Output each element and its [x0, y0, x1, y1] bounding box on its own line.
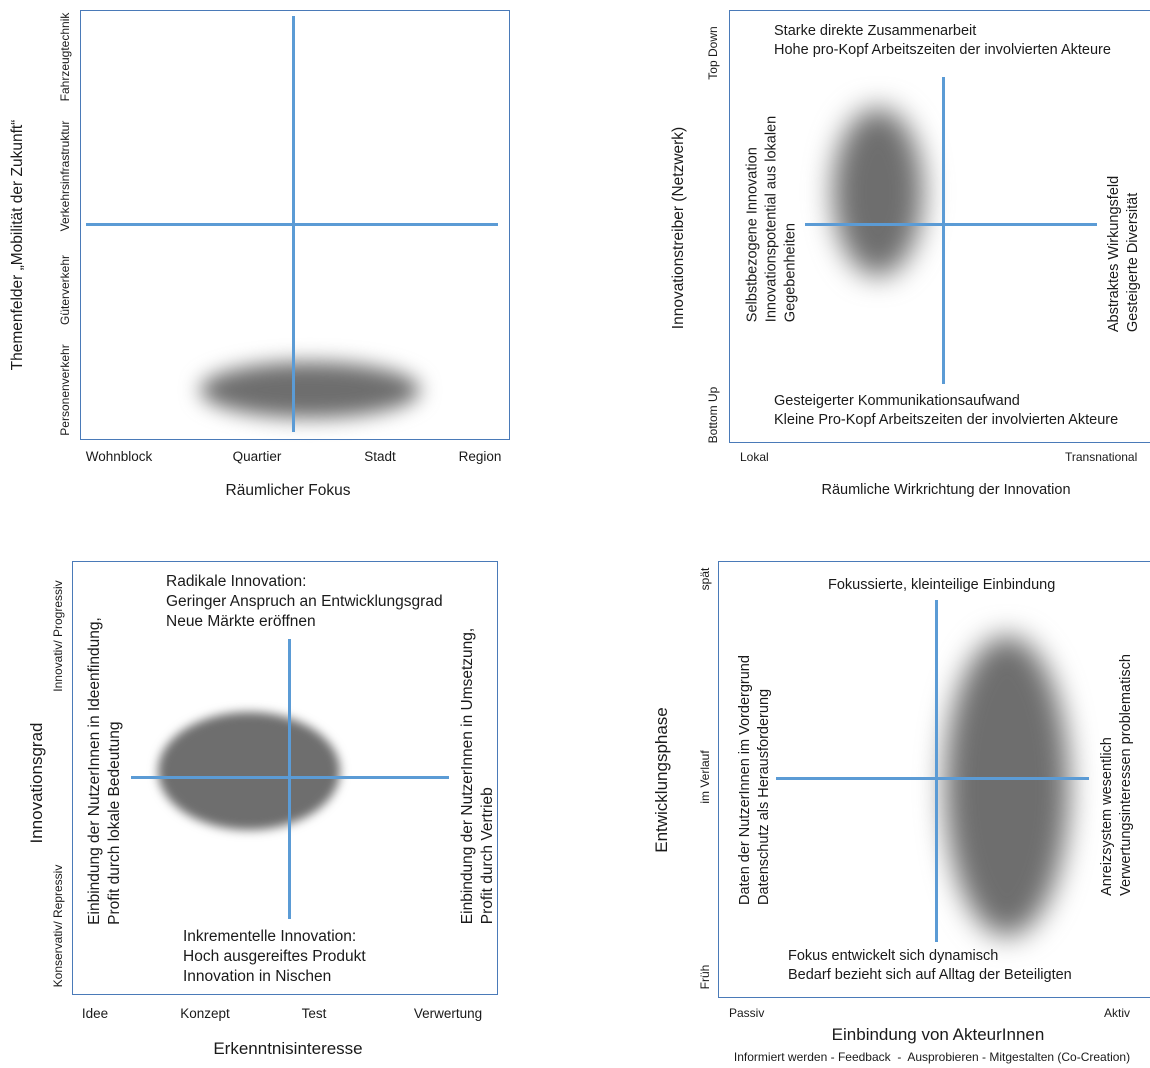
panel-4-bottom-annotation: Fokus entwickelt sich dynamisch Bedarf b… [788, 948, 1072, 983]
panel-1-vertical-axis-line [292, 16, 295, 432]
panel-2-x-axis-title: Räumliche Wirkrichtung der Innovation [821, 482, 1071, 498]
panel-1-focus-blob [200, 362, 420, 418]
panel-3-y-bottom-label: Konservativ/ Repressiv [51, 864, 66, 988]
panel-1-x-category-wohnblock: Wohnblock [85, 449, 153, 464]
panel-4-y-middle-label: im Verlauf [698, 750, 713, 804]
panel-4-vertical-axis-line [935, 600, 938, 942]
panel-3-x-category-konzept: Konzept [180, 1006, 230, 1021]
panel-3-y-axis-title: Innovationsgrad [26, 722, 46, 844]
panel-3-bottom-annotation: Inkrementelle Innovation: Hoch ausgereif… [183, 928, 366, 986]
panel-4-y-bottom-label: Früh [698, 964, 713, 990]
panel-3-left-annotation: Einbindung der NutzerInnen in Ideenfindu… [85, 617, 123, 925]
panel-2-focus-blob [833, 108, 923, 276]
panel-4-top-annotation: Fokussierte, kleinteilige Einbindung [828, 577, 1056, 593]
panel-1-x-axis-title: Räumlicher Fokus [225, 482, 351, 499]
panel-3-x-category-idee: Idee [81, 1006, 109, 1021]
panel-1-y-category-gueterverkehr: Güterverkehr [58, 254, 73, 326]
panel-1-x-category-region: Region [458, 449, 502, 464]
panel-3-focus-blob [158, 712, 340, 830]
panel-1-y-category-verkehrsinfrastruktur: Verkehrsinfrastruktur [58, 120, 73, 232]
panel-1-y-category-personenverkehr: Personenverkehr [58, 344, 73, 436]
panel-2-horizontal-axis-line [805, 223, 1097, 226]
panel-2-frame [729, 10, 1150, 443]
panel-4-left-annotation: Daten der NutzerInnen im Vordergrund Dat… [737, 655, 772, 905]
panel-2-right-annotation: Abstraktes Wirkungsfeld Gesteigerte Dive… [1106, 175, 1141, 333]
panel-4-right-annotation: Anreizsystem wesentlich Verwertungsinter… [1099, 654, 1134, 896]
panel-3-right-annotation: Einbindung der NutzerInnen in Umsetzung,… [458, 627, 496, 925]
panel-1-x-category-quartier: Quartier [232, 449, 282, 464]
panel-2-y-bottom-label: Bottom Up [706, 386, 721, 444]
panel-1-y-category-fahrzeugtechnik: Fahrzeugtechnik [58, 12, 73, 102]
panel-4-x-left-label: Passiv [729, 1006, 765, 1020]
panel-2-bottom-annotation: Gesteigerter Kommunikationsaufwand Klein… [774, 393, 1119, 428]
panel-2-x-left-label: Lokal [740, 450, 769, 464]
panel-4-horizontal-axis-line [776, 777, 1089, 780]
panel-2-y-axis-title: Innovationstreiber (Netzwerk) [669, 126, 687, 330]
panel-4-y-axis-title: Entwicklungsphase [651, 707, 671, 853]
panel-3-x-axis-title: Erkenntnisinteresse [213, 1039, 363, 1058]
panel-3-y-top-label: Innovativ/ Progressiv [51, 580, 66, 692]
panel-3-vertical-axis-line [288, 639, 291, 919]
panel-4-x-axis-subtitle: Informiert werden - Feedback - Ausprobie… [733, 1050, 1131, 1064]
panel-3-top-annotation: Radikale Innovation: Geringer Anspruch a… [166, 573, 443, 631]
panel-2-vertical-axis-line [942, 77, 945, 384]
panel-1-y-axis-title: Themenfelder „Mobilität der Zukunft“ [8, 119, 26, 371]
panel-2-x-right-label: Transnational [1065, 450, 1138, 464]
panel-3-x-category-verwertung: Verwertung [413, 1006, 483, 1021]
panel-2-top-annotation: Starke direkte Zusammenarbeit Hohe pro-K… [774, 23, 1111, 58]
panel-2-y-top-label: Top Down [706, 26, 721, 80]
panel-4-focus-blob [945, 636, 1069, 936]
panel-3-x-category-test: Test [301, 1006, 327, 1021]
panel-4-x-right-label: Aktiv [1104, 1006, 1131, 1020]
panel-2-left-annotation: Selbstbezogene Innovation Innovationspot… [744, 115, 799, 323]
panel-1-x-category-stadt: Stadt [364, 449, 396, 464]
panel-4-y-top-label: spät [698, 567, 713, 591]
panel-4-x-axis-title: Einbindung von AkteurInnen [831, 1025, 1045, 1044]
